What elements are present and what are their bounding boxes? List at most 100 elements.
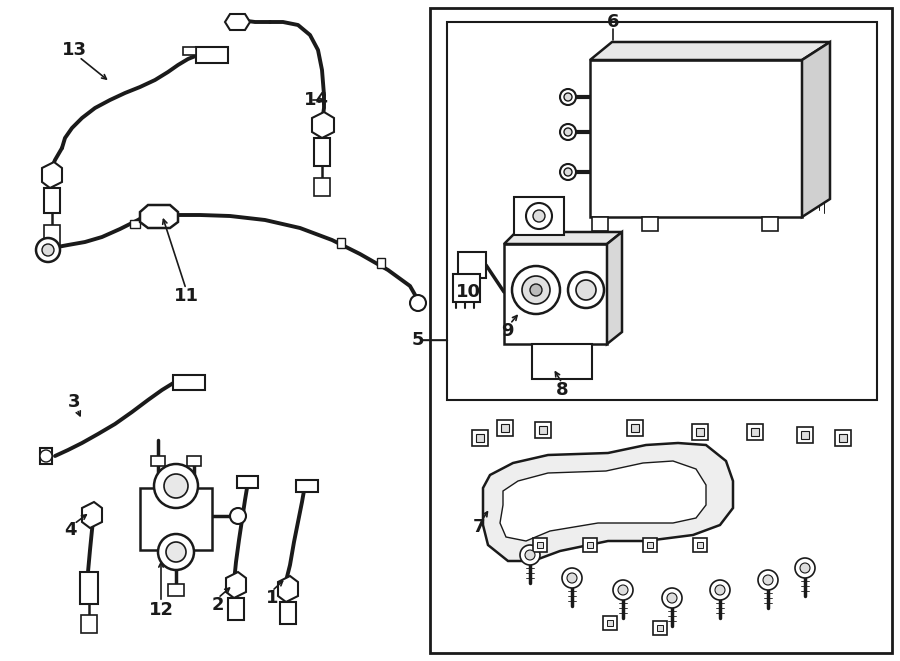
Text: 3: 3 (68, 393, 80, 411)
Polygon shape (607, 620, 613, 626)
Circle shape (560, 164, 576, 180)
Circle shape (560, 89, 576, 105)
Polygon shape (587, 542, 593, 548)
Polygon shape (590, 60, 802, 217)
Polygon shape (196, 47, 228, 63)
Polygon shape (237, 476, 258, 488)
Polygon shape (42, 162, 62, 188)
Bar (44, 225, 60, 245)
Text: 10: 10 (455, 283, 481, 301)
Circle shape (567, 573, 577, 583)
Text: 4: 4 (64, 521, 76, 539)
Bar (168, 584, 184, 596)
Polygon shape (173, 375, 205, 390)
Bar (44, 188, 60, 213)
Polygon shape (692, 424, 708, 440)
Circle shape (715, 585, 725, 595)
Polygon shape (504, 232, 622, 244)
Bar (377, 258, 385, 268)
Polygon shape (647, 542, 653, 548)
Circle shape (526, 203, 552, 229)
Polygon shape (592, 217, 608, 231)
Circle shape (154, 464, 198, 508)
Bar (228, 598, 244, 620)
Circle shape (618, 585, 628, 595)
Polygon shape (140, 205, 178, 228)
Polygon shape (751, 428, 759, 436)
Polygon shape (483, 443, 733, 561)
Polygon shape (693, 538, 707, 552)
Circle shape (667, 593, 677, 603)
Text: 7: 7 (472, 518, 485, 536)
Polygon shape (835, 430, 851, 446)
Polygon shape (533, 538, 547, 552)
Circle shape (166, 542, 186, 562)
Polygon shape (140, 488, 212, 550)
Circle shape (36, 238, 60, 262)
Polygon shape (501, 424, 509, 432)
Polygon shape (642, 217, 658, 231)
Polygon shape (762, 217, 778, 231)
Circle shape (564, 93, 572, 101)
Circle shape (520, 545, 540, 565)
Circle shape (613, 580, 633, 600)
Text: 11: 11 (174, 287, 199, 305)
Polygon shape (537, 542, 543, 548)
Circle shape (560, 124, 576, 140)
Polygon shape (532, 344, 592, 379)
Text: 5: 5 (412, 331, 424, 349)
Circle shape (562, 568, 582, 588)
Circle shape (522, 276, 550, 304)
Polygon shape (453, 274, 480, 302)
Text: 6: 6 (607, 13, 619, 31)
Circle shape (512, 266, 560, 314)
Text: 13: 13 (61, 41, 86, 59)
Text: 14: 14 (303, 91, 328, 109)
Text: 1: 1 (266, 589, 278, 607)
Bar (314, 178, 330, 196)
Polygon shape (296, 480, 318, 492)
Bar (280, 602, 296, 624)
Circle shape (164, 474, 188, 498)
Text: 2: 2 (212, 596, 224, 614)
Circle shape (158, 534, 194, 570)
Polygon shape (514, 197, 564, 235)
Circle shape (533, 210, 545, 222)
Circle shape (564, 128, 572, 136)
Polygon shape (801, 431, 809, 439)
Polygon shape (696, 428, 704, 436)
Circle shape (525, 550, 535, 560)
Polygon shape (590, 42, 830, 60)
Polygon shape (82, 502, 102, 528)
Circle shape (800, 563, 810, 573)
Bar (187, 456, 201, 466)
Polygon shape (225, 14, 250, 30)
Circle shape (795, 558, 815, 578)
Polygon shape (631, 424, 639, 432)
Circle shape (530, 284, 542, 296)
Text: 9: 9 (500, 322, 513, 340)
Circle shape (230, 508, 246, 524)
Polygon shape (226, 572, 246, 598)
Polygon shape (539, 426, 547, 434)
Polygon shape (583, 538, 597, 552)
Circle shape (763, 575, 773, 585)
Polygon shape (657, 625, 663, 631)
Circle shape (42, 244, 54, 256)
Polygon shape (747, 424, 763, 440)
Circle shape (662, 588, 682, 608)
Polygon shape (839, 434, 847, 442)
Polygon shape (797, 427, 813, 443)
Polygon shape (603, 616, 617, 630)
Polygon shape (183, 47, 196, 55)
Polygon shape (643, 538, 657, 552)
Polygon shape (458, 252, 486, 278)
Polygon shape (802, 42, 830, 217)
Polygon shape (627, 420, 643, 436)
Circle shape (40, 450, 52, 462)
Polygon shape (697, 542, 703, 548)
Bar (337, 238, 345, 248)
Bar (314, 138, 330, 166)
Bar (81, 615, 97, 633)
Polygon shape (472, 430, 488, 446)
